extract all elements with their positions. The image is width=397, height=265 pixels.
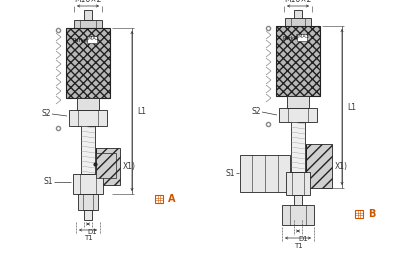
Bar: [77, 98, 99, 110]
Text: M16×2: M16×2: [74, 0, 102, 4]
Bar: [240, 155, 290, 192]
Bar: [87, 36, 97, 43]
Bar: [84, 210, 92, 220]
Text: Parker: Parker: [282, 36, 300, 41]
Text: D1: D1: [298, 236, 308, 242]
Text: M16×2: M16×2: [284, 0, 312, 4]
Bar: [84, 10, 92, 20]
Bar: [297, 34, 307, 41]
Bar: [294, 10, 302, 20]
Text: S2: S2: [252, 108, 261, 117]
Bar: [78, 194, 98, 210]
Bar: [81, 126, 95, 174]
Bar: [306, 144, 332, 188]
Bar: [287, 96, 309, 108]
Bar: [285, 18, 311, 26]
Bar: [276, 26, 320, 96]
Text: S2: S2: [42, 109, 51, 118]
Bar: [291, 122, 305, 172]
Bar: [286, 172, 310, 195]
Text: S1: S1: [225, 169, 235, 178]
Text: EMA3: EMA3: [295, 34, 309, 39]
Bar: [73, 174, 103, 194]
Bar: [69, 110, 107, 126]
Bar: [294, 195, 302, 218]
Bar: [279, 108, 317, 122]
Text: L1: L1: [347, 103, 356, 112]
Text: T1: T1: [84, 235, 93, 241]
Text: L1: L1: [137, 107, 146, 116]
Text: Parker: Parker: [72, 38, 90, 42]
Text: S1: S1: [44, 178, 53, 187]
Bar: [355, 210, 363, 218]
Text: D1: D1: [87, 229, 97, 235]
Text: X1): X1): [123, 161, 136, 170]
Text: X1): X1): [335, 161, 348, 170]
Text: EMA3: EMA3: [85, 37, 99, 42]
Bar: [282, 205, 314, 225]
Bar: [74, 20, 102, 28]
Bar: [155, 195, 163, 203]
Text: A: A: [168, 194, 175, 204]
Text: B: B: [368, 209, 376, 219]
Text: T1: T1: [294, 243, 303, 249]
Bar: [66, 28, 110, 98]
Bar: [96, 148, 120, 185]
Bar: [96, 153, 116, 178]
